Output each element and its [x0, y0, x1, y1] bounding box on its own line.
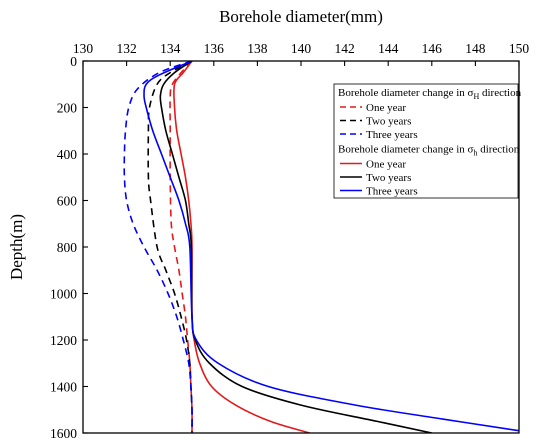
legend-label: Three years: [366, 186, 418, 198]
series-layer: [123, 61, 519, 433]
x-tick-label: 142: [334, 41, 354, 56]
y-tick-label: 1000: [50, 287, 77, 302]
series-line-sigma-h-one-year: [173, 61, 310, 433]
x-axis-title: Borehole diameter(mm): [219, 7, 383, 26]
x-tick-label: 148: [465, 41, 486, 56]
y-tick-label: 600: [57, 194, 78, 209]
series-line-sigma-h-two-years: [159, 61, 432, 433]
x-tick-label: 146: [422, 41, 443, 56]
legend-group-prefix: Borehole diameter change in: [338, 87, 468, 99]
series-line-sigma-H-one-year: [169, 61, 193, 433]
x-tick-label: 134: [160, 41, 181, 56]
legend-label: One year: [366, 159, 406, 171]
series-line-sigma-h-three-years: [143, 61, 519, 432]
y-tick-label: 1200: [50, 333, 77, 348]
x-tick-label: 130: [73, 41, 94, 56]
legend-group-suffix: direction: [479, 87, 521, 99]
x-tick-label: 140: [291, 41, 312, 56]
legend-label: One year: [366, 102, 406, 114]
legend-group-suffix: direction: [477, 144, 519, 156]
series-line-sigma-H-three-years: [123, 61, 193, 433]
legend-group-sigma: σ: [468, 87, 474, 99]
legend-group-subscript: H: [473, 92, 479, 101]
y-tick-label: 0: [70, 54, 77, 69]
y-tick-label: 1400: [50, 380, 77, 395]
y-tick-label: 400: [57, 147, 78, 162]
legend-label: Three years: [366, 129, 418, 141]
plot-frame: [82, 60, 520, 434]
legend-box: [333, 83, 519, 199]
legend-label: Two years: [366, 172, 411, 184]
x-tick-label: 150: [509, 41, 530, 56]
x-tick-label: 136: [204, 41, 225, 56]
legend-group-title: Borehole diameter change in σH direction: [338, 87, 522, 101]
y-tick-label: 200: [57, 101, 78, 116]
y-tick-label: 1600: [50, 426, 77, 440]
y-axis-title: Depth(m): [7, 214, 26, 280]
legend-group-title: Borehole diameter change in σh direction: [338, 144, 520, 158]
legend: Borehole diameter change in σH direction…: [333, 83, 522, 199]
y-tick-label: 800: [57, 240, 78, 255]
legend-group-subscript: h: [473, 149, 477, 158]
x-tick-label: 138: [247, 41, 268, 56]
x-tick-label: 144: [378, 41, 399, 56]
ticks-layer: 130 132 134 136 138 140 142 144 146 148 150 0 200 400…: [50, 41, 529, 440]
x-tick-label: 132: [116, 41, 136, 56]
legend-group-sigma: σ: [468, 144, 474, 156]
legend-group-prefix: Borehole diameter change in: [338, 144, 468, 156]
legend-label: Two years: [366, 116, 411, 128]
